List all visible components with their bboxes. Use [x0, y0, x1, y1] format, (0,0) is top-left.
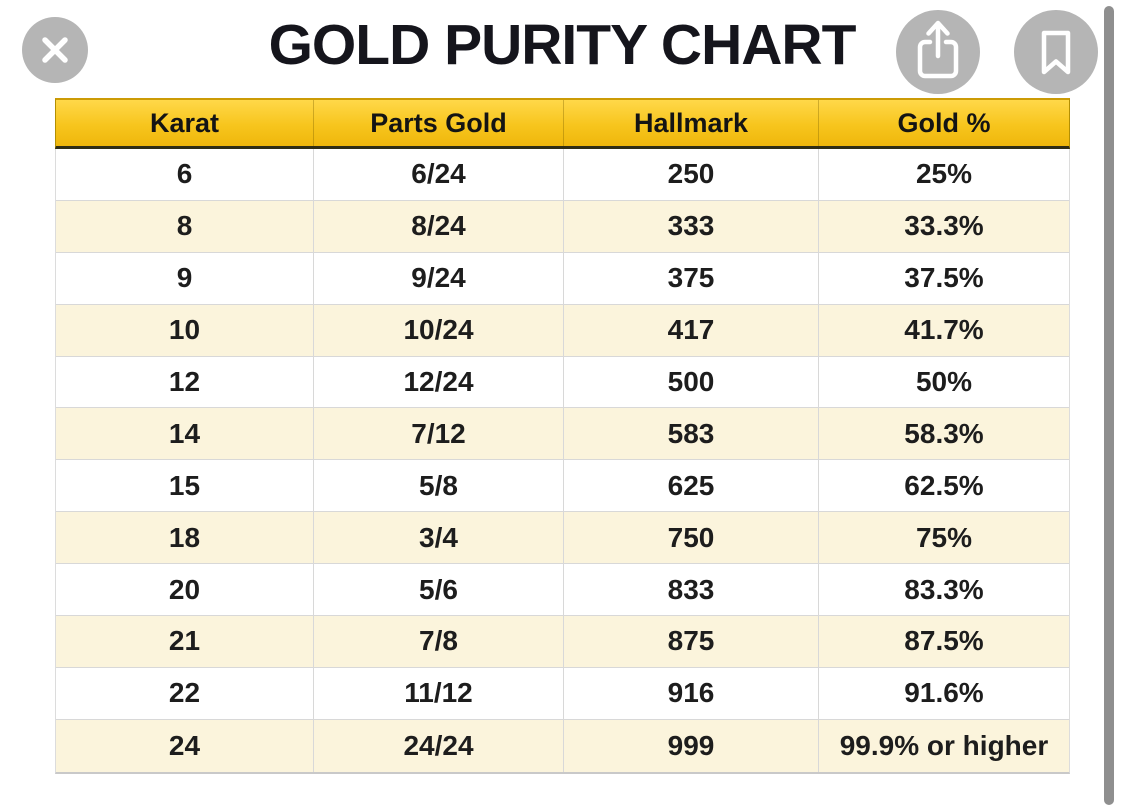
table-cell: 50% — [818, 356, 1069, 408]
table-cell: 41.7% — [818, 304, 1069, 356]
bookmark-button[interactable] — [1014, 10, 1098, 94]
share-icon — [917, 20, 959, 79]
share-button[interactable] — [896, 10, 980, 94]
table-row: 15 5/8 625 62.5% — [56, 460, 1069, 513]
close-icon — [42, 37, 68, 63]
table-cell: 91.6% — [818, 667, 1069, 719]
table-row: 8 8/24 333 33.3% — [56, 200, 1069, 253]
table-cell: 15 — [168, 469, 201, 501]
header-cell-gold-pct: Gold % — [818, 100, 1069, 146]
table-cell: 6/24 — [313, 149, 563, 200]
table-cell: 33.3% — [818, 200, 1069, 252]
table-row: 10 10/24 417 41.7% — [56, 304, 1069, 357]
table-cell: 14 — [168, 417, 201, 449]
table-row: 18 3/4 750 75% — [56, 512, 1069, 565]
table-cell: 8/24 — [313, 200, 563, 252]
table-cell: 10/24 — [313, 304, 563, 356]
table-cell: 333 — [563, 200, 818, 252]
table-cell: 999 — [563, 719, 818, 772]
table-cell: 9/24 — [313, 252, 563, 304]
table-cell: 37.5% — [818, 252, 1069, 304]
table-cell: 21 — [168, 625, 201, 657]
table-cell: 6 — [176, 158, 193, 190]
table-cell: 8 — [176, 210, 193, 242]
table-row: 6 6/24 250 25% — [56, 149, 1069, 201]
table-cell: 625 — [563, 460, 818, 512]
table-cell: 24 — [168, 729, 201, 761]
table-cell: 9 — [176, 262, 193, 294]
table-cell: 417 — [563, 304, 818, 356]
table-cell: 5/6 — [313, 564, 563, 616]
table-body: 6 6/24 250 25% 8 8/24 333 33.3% 9 9/24 375 37.5% 10 1… — [55, 149, 1070, 774]
header-cell-karat: Karat — [149, 107, 220, 138]
table-row: 12 12/24 500 50% — [56, 356, 1069, 409]
table-cell: 750 — [563, 512, 818, 564]
scrollbar[interactable] — [1104, 6, 1114, 805]
table-cell: 58.3% — [818, 408, 1069, 460]
table-row: 20 5/6 833 83.3% — [56, 564, 1069, 617]
page-title: GOLD PURITY CHART — [268, 13, 857, 77]
table-cell: 250 — [563, 149, 818, 200]
header-cell-hallmark: Hallmark — [563, 100, 818, 146]
table-cell: 18 — [168, 521, 201, 553]
table-row: 22 11/12 916 91.6% — [56, 667, 1069, 720]
table-cell: 12/24 — [313, 356, 563, 408]
table-cell: 375 — [563, 252, 818, 304]
header-cell-parts-gold: Parts Gold — [313, 100, 563, 146]
table-cell: 75% — [818, 512, 1069, 564]
table-cell: 62.5% — [818, 460, 1069, 512]
table-cell: 875 — [563, 616, 818, 667]
table-cell: 7/8 — [313, 616, 563, 667]
table-row: 21 7/8 875 87.5% — [56, 616, 1069, 668]
table-cell: 833 — [563, 564, 818, 616]
table-cell: 24/24 — [313, 719, 563, 772]
table-cell: 87.5% — [818, 616, 1069, 667]
gold-purity-table: Karat Parts Gold Hallmark Gold % 6 6/24 25… — [55, 98, 1070, 774]
close-button[interactable] — [22, 17, 88, 83]
table-cell: 20 — [168, 573, 201, 605]
table-row: 14 7/12 583 58.3% — [56, 408, 1069, 461]
table-cell: 5/8 — [313, 460, 563, 512]
table-cell: 25% — [818, 149, 1069, 200]
table-cell: 10 — [168, 314, 201, 346]
table-cell: 83.3% — [818, 564, 1069, 616]
table-header-row: Karat Parts Gold Hallmark Gold % — [55, 98, 1070, 149]
table-cell: 7/12 — [313, 408, 563, 460]
table-cell: 99.9% or higher — [818, 719, 1069, 772]
bookmark-icon — [1041, 30, 1071, 75]
table-cell: 916 — [563, 667, 818, 719]
table-row: 24 24/24 999 99.9% or higher — [56, 719, 1069, 772]
table-cell: 500 — [563, 356, 818, 408]
table-cell: 11/12 — [313, 667, 563, 719]
table-cell: 583 — [563, 408, 818, 460]
table-row: 9 9/24 375 37.5% — [56, 252, 1069, 305]
table-cell: 3/4 — [313, 512, 563, 564]
table-cell: 22 — [168, 677, 201, 709]
table-cell: 12 — [168, 366, 201, 397]
